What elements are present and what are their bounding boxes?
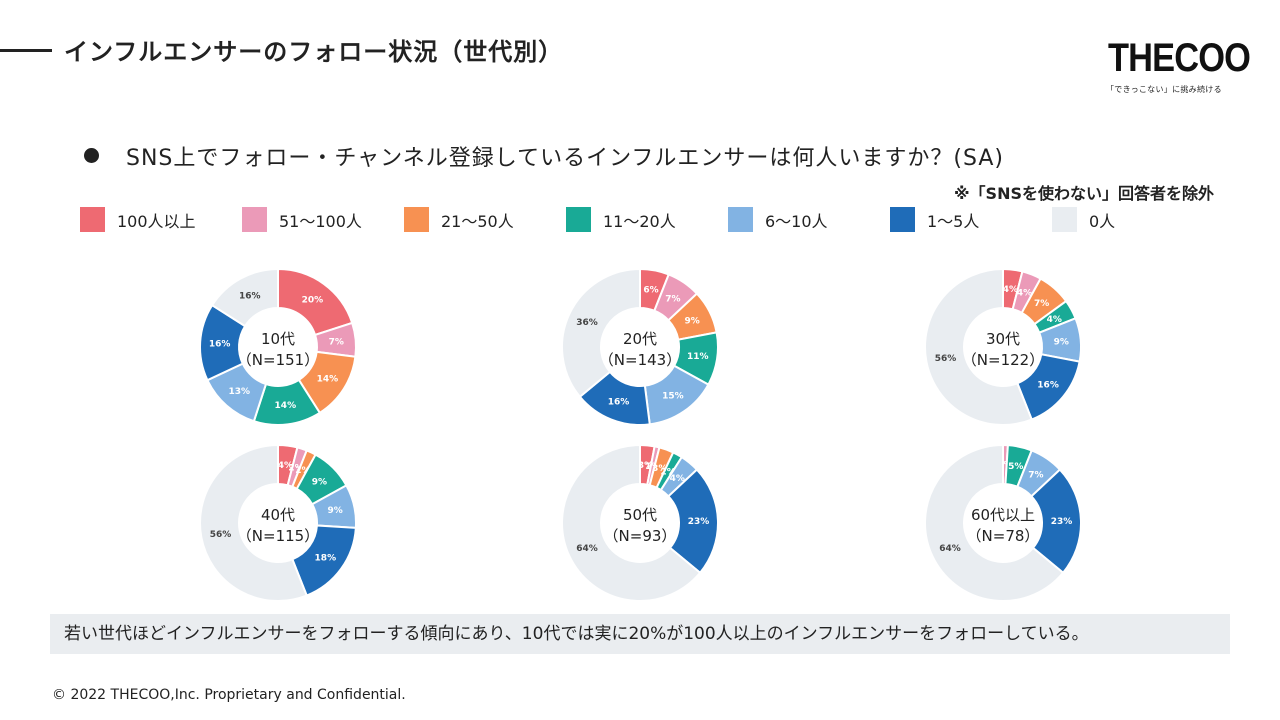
slice-label: 4% — [1017, 289, 1032, 299]
legend-label: 51〜100人 — [279, 211, 362, 231]
slice-label: 18% — [315, 553, 337, 563]
copyright-text: © 2022 THECOO,Inc. Proprietary and Confi… — [52, 687, 406, 703]
slice-label: 9% — [1054, 337, 1069, 347]
legend-swatch — [242, 207, 267, 232]
slice-label: 4% — [1003, 285, 1018, 295]
slice-label: 2% — [288, 463, 303, 473]
legend-swatch — [1052, 207, 1077, 232]
exclusion-note: ※「SNSを使わない」回答者を除外 — [954, 184, 1214, 203]
slice-label: 9% — [327, 506, 342, 516]
legend-swatch — [728, 207, 753, 232]
slice-label: 13% — [229, 387, 251, 397]
slice-label: 7% — [665, 295, 680, 305]
bullet-icon — [84, 148, 99, 163]
legend-label: 0人 — [1089, 211, 1116, 231]
legend-item: 100人以上 — [80, 207, 196, 232]
slice-label: 9% — [684, 316, 699, 326]
slice-label: 16% — [1037, 380, 1059, 390]
legend-item: 51〜100人 — [242, 207, 362, 232]
slice-label: 7% — [329, 337, 344, 347]
chart-title: 60代以上 — [971, 506, 1035, 524]
slice-label: 16% — [209, 339, 231, 349]
slice-label: 64% — [576, 544, 598, 554]
slice-label: 36% — [576, 318, 598, 328]
legend-item: 21〜50人 — [404, 207, 514, 232]
chart-sample-size: （N=115） — [237, 527, 319, 545]
legend-swatch — [566, 207, 591, 232]
chart-sample-size: （N=151） — [237, 351, 319, 369]
legend-label: 1〜5人 — [927, 211, 980, 231]
legend-label: 100人以上 — [117, 211, 196, 231]
donut-slice — [667, 468, 719, 575]
legend-item: 6〜10人 — [728, 207, 828, 232]
brand-tagline: 「できっこない」に挑み続ける — [1106, 85, 1222, 94]
slice-label: 56% — [210, 530, 232, 540]
legend-item: 11〜20人 — [566, 207, 676, 232]
donut-slice — [1030, 468, 1082, 575]
slice-label: 20% — [302, 296, 324, 306]
slice-label: 1% — [645, 462, 660, 472]
chart-sample-size: （N=93） — [604, 527, 677, 545]
page-title: インフルエンサーのフォロー状況（世代別） — [64, 38, 564, 66]
slice-label: 7% — [1034, 299, 1049, 309]
legend-item: 1〜5人 — [890, 207, 979, 232]
donut-slice — [561, 443, 702, 602]
legend-label: 11〜20人 — [603, 211, 676, 231]
slice-label: 11% — [687, 352, 709, 362]
chart-title: 30代 — [986, 330, 1020, 348]
chart-title: 40代 — [261, 506, 295, 524]
slice-label: 2% — [661, 468, 676, 478]
legend-swatch — [890, 207, 915, 232]
slice-label: 23% — [1051, 517, 1073, 527]
legend-swatch — [80, 207, 105, 232]
legend-item: 0人 — [1052, 207, 1115, 232]
slice-label: 23% — [688, 517, 710, 527]
legend-label: 21〜50人 — [441, 211, 514, 231]
donut-slice — [210, 267, 279, 328]
slice-label: 14% — [317, 374, 339, 384]
slice-label: 5% — [1008, 462, 1023, 472]
slice-label: 56% — [935, 354, 957, 364]
chart-legend: 100人以上 51〜100人 21〜50人 11〜20人 6〜10人 1〜5人 0人 — [80, 207, 1160, 235]
conclusion-text: 若い世代ほどインフルエンサーをフォローする傾向にあり、10代では実に20%が10… — [50, 614, 1230, 654]
survey-question: SNS上でフォロー・チャンネル登録しているインフルエンサーは何人いますか？(SA… — [126, 146, 1004, 171]
slice-label: 4% — [278, 461, 293, 471]
slice-label: 2% — [295, 466, 310, 476]
slice-label: 16% — [608, 397, 630, 407]
slice-label: 6% — [643, 286, 658, 296]
slice-label: 9% — [312, 478, 327, 488]
chart-sample-size: （N=122） — [962, 351, 1044, 369]
slice-label: 64% — [939, 544, 961, 554]
chart-title: 50代 — [623, 506, 657, 524]
slice-label: 15% — [662, 391, 684, 401]
chart-sample-size: （N=143） — [599, 351, 681, 369]
slice-label: 14% — [275, 401, 297, 411]
slice-label: 16% — [239, 292, 261, 302]
chart-title: 10代 — [261, 330, 295, 348]
donut-slice — [561, 267, 641, 399]
donut-slice — [924, 443, 1065, 602]
slice-label: 4% — [1047, 315, 1062, 325]
brand-logo: THECOO — [1108, 36, 1251, 80]
chart-sample-size: （N=78） — [967, 527, 1040, 545]
slice-label: 3% — [638, 461, 653, 471]
slice-label: 4% — [670, 474, 685, 484]
slice-label: 3% — [652, 464, 667, 474]
slice-label: 1% — [997, 461, 1012, 471]
chart-title: 20代 — [623, 330, 657, 348]
slice-label: 7% — [1028, 471, 1043, 481]
legend-label: 6〜10人 — [765, 211, 828, 231]
legend-swatch — [404, 207, 429, 232]
donut-slice — [923, 267, 1034, 426]
title-accent-line — [0, 49, 52, 52]
donut-slice — [199, 443, 309, 602]
